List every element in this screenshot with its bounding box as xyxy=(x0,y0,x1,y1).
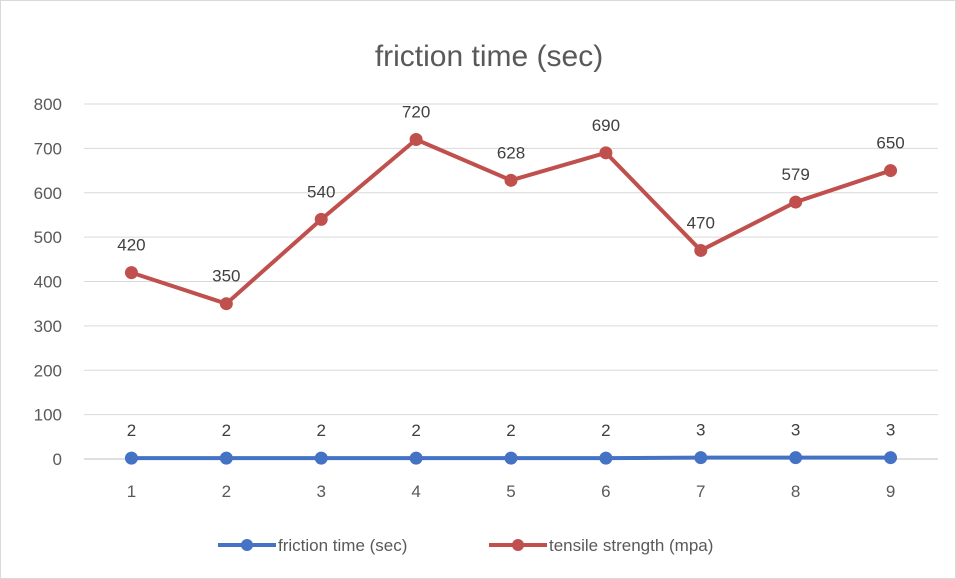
legend-label: friction time (sec) xyxy=(278,536,407,555)
data-label: 470 xyxy=(687,213,715,232)
x-tick-label: 5 xyxy=(506,482,515,501)
data-label: 579 xyxy=(781,165,809,184)
y-tick-label: 500 xyxy=(34,228,62,247)
data-point xyxy=(789,195,803,209)
legend-label: tensile strength (mpa) xyxy=(549,536,713,555)
data-label: 2 xyxy=(222,421,231,440)
x-tick-label: 6 xyxy=(601,482,610,501)
y-tick-label: 800 xyxy=(34,95,62,114)
data-point xyxy=(409,133,423,146)
series-lines xyxy=(124,133,898,465)
chart-title: friction time (sec) xyxy=(375,40,603,73)
y-tick-label: 400 xyxy=(34,273,62,292)
x-tick-label: 9 xyxy=(886,482,895,501)
data-label: 2 xyxy=(411,421,420,440)
data-point xyxy=(219,451,233,465)
legend: friction time (sec) tensile strength (mpa… xyxy=(218,536,713,555)
data-point xyxy=(124,451,138,465)
axes: 0 100 200 300 400 500 600 700 800 1 2 3 4 5 6 7 8 9 xyxy=(34,95,896,501)
data-point xyxy=(599,146,613,160)
x-tick-label: 4 xyxy=(411,482,420,501)
legend-marker xyxy=(512,539,524,551)
data-point xyxy=(884,451,898,465)
data-point xyxy=(504,451,518,465)
x-tick-label: 1 xyxy=(127,482,136,501)
data-label: 420 xyxy=(117,236,145,255)
x-tick-label: 2 xyxy=(222,482,231,501)
data-point xyxy=(884,164,898,178)
data-label: 2 xyxy=(127,421,136,440)
data-label: 3 xyxy=(791,421,800,440)
legend-marker xyxy=(241,539,253,551)
x-tick-label: 7 xyxy=(696,482,705,501)
data-label: 350 xyxy=(212,267,240,286)
y-tick-label: 0 xyxy=(53,450,62,469)
data-label: 2 xyxy=(506,421,515,440)
data-label: 2 xyxy=(601,421,610,440)
series-line xyxy=(129,137,893,306)
data-label: 720 xyxy=(402,103,430,122)
x-tick-label: 8 xyxy=(791,482,800,501)
data-point xyxy=(409,451,423,465)
y-tick-label: 200 xyxy=(34,361,62,380)
data-point xyxy=(124,266,138,280)
data-point xyxy=(504,173,518,187)
data-point xyxy=(314,212,328,226)
y-tick-label: 100 xyxy=(34,406,62,425)
y-tick-label: 700 xyxy=(34,139,62,158)
data-point xyxy=(314,451,328,465)
data-point xyxy=(219,297,233,311)
data-label: 540 xyxy=(307,182,335,201)
data-labels: 2 2 2 2 2 2 3 3 3 420 350 540 720 628 690 470 579 650 xyxy=(117,103,904,441)
data-point xyxy=(694,451,708,465)
data-point xyxy=(694,243,708,257)
data-label: 690 xyxy=(592,116,620,135)
data-label: 628 xyxy=(497,143,525,162)
data-label: 650 xyxy=(876,134,904,153)
data-point xyxy=(789,451,803,465)
data-label: 2 xyxy=(316,421,325,440)
data-label: 3 xyxy=(886,421,895,440)
y-tick-label: 600 xyxy=(34,184,62,203)
x-tick-label: 3 xyxy=(316,482,325,501)
data-label: 3 xyxy=(696,421,705,440)
data-point xyxy=(599,451,613,465)
y-tick-label: 300 xyxy=(34,317,62,336)
